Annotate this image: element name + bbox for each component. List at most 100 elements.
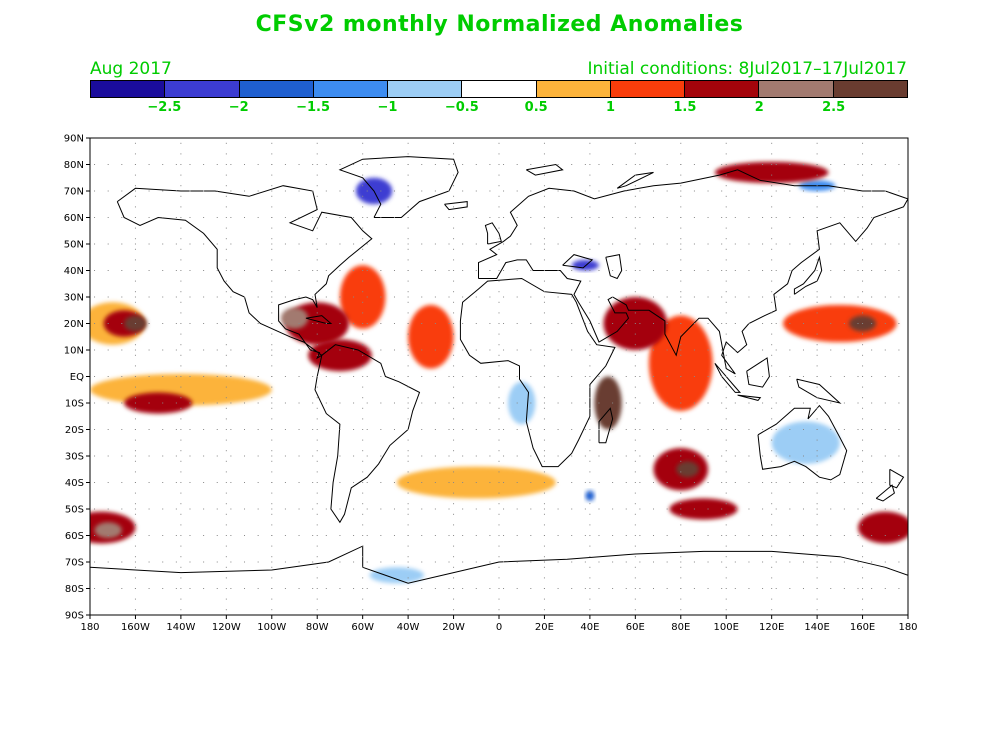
grid-dot [271, 492, 273, 494]
grid-dot [802, 323, 804, 324]
grid-dot [448, 217, 450, 218]
grid-dot [244, 588, 246, 589]
grid-dot [802, 402, 804, 404]
grid-dot [175, 588, 177, 589]
grid-dot [589, 185, 591, 187]
grid-dot [271, 333, 273, 335]
grid-dot [203, 535, 205, 536]
grid-dot [775, 455, 777, 457]
grid-dot [789, 561, 791, 563]
grid-dot [634, 492, 636, 494]
grid-dot [107, 270, 109, 271]
grid-dot [434, 323, 436, 324]
grid-dot [771, 397, 773, 399]
grid-dot [589, 174, 591, 176]
grid-dot [407, 259, 409, 261]
grid-dot [407, 508, 409, 510]
grid-dot [189, 429, 191, 430]
grid-dot [312, 588, 314, 589]
grid-dot [230, 270, 232, 271]
grid-dot [434, 482, 436, 483]
grid-dot [748, 429, 750, 430]
grid-dot [830, 323, 832, 324]
grid-dot [634, 524, 636, 526]
grid-dot [816, 333, 818, 335]
grid-dot [393, 429, 395, 430]
grid-dot [612, 508, 614, 510]
grid-dot [453, 566, 455, 568]
grid-dot [884, 561, 886, 563]
grid-dot [898, 323, 900, 324]
grid-dot [589, 291, 591, 293]
grid-dot [498, 174, 500, 176]
grid-dot [407, 386, 409, 388]
grid-dot [612, 190, 614, 192]
grid-dot [325, 323, 327, 324]
grid-dot [489, 190, 491, 192]
grid-dot [216, 217, 218, 218]
grid-dot [462, 190, 464, 192]
grid-dot [634, 206, 636, 208]
grid-dot [380, 561, 382, 563]
grid-dot [407, 429, 409, 430]
grid-dot [225, 280, 227, 282]
anomaly-region [594, 376, 622, 430]
grid-dot [634, 333, 636, 335]
grid-dot [180, 312, 182, 314]
anomaly-region [280, 307, 309, 329]
grid-dot [680, 142, 682, 144]
grid-dot [543, 407, 545, 409]
grid-dot [475, 508, 477, 510]
grid-dot [680, 535, 682, 536]
grid-dot [107, 561, 109, 563]
grid-dot [94, 588, 96, 589]
grid-dot [802, 535, 804, 536]
grid-dot [543, 349, 545, 351]
grid-dot [734, 429, 736, 430]
grid-dot [134, 429, 136, 430]
grid-dot [362, 354, 364, 356]
grid-dot [725, 227, 727, 229]
grid-dot [94, 243, 96, 245]
grid-dot [421, 164, 423, 165]
grid-dot [498, 609, 500, 611]
grid-dot [584, 270, 586, 271]
grid-dot [571, 270, 573, 271]
grid-dot [816, 259, 818, 261]
grid-dot [725, 365, 727, 367]
lon-label: 100W [257, 622, 286, 633]
grid-dot [175, 164, 177, 165]
grid-dot [407, 238, 409, 240]
grid-dot [189, 455, 191, 457]
grid-dot [448, 561, 450, 563]
grid-dot [571, 508, 573, 510]
grid-dot [634, 153, 636, 155]
grid-dot [271, 323, 273, 324]
grid-dot [325, 164, 327, 165]
grid-dot [680, 407, 682, 409]
grid-dot [148, 217, 150, 218]
grid-dot [271, 365, 273, 367]
grid-dot [634, 577, 636, 579]
anomaly-region [408, 304, 454, 369]
grid-dot [589, 429, 591, 430]
grid-dot [625, 508, 627, 510]
grid-dot [162, 508, 164, 510]
grid-dot [516, 535, 518, 536]
grid-dot [771, 482, 773, 483]
grid-dot [693, 482, 695, 483]
grid-dot [862, 153, 864, 155]
grid-dot [802, 349, 804, 351]
grid-dot [453, 238, 455, 240]
grid-dot [148, 376, 150, 377]
grid-dot [816, 450, 818, 452]
grid-dot [203, 323, 205, 324]
grid-dot [225, 588, 227, 589]
grid-dot [107, 296, 109, 298]
grid-dot [94, 429, 96, 430]
grid-dot [453, 227, 455, 229]
grid-dot [271, 227, 273, 229]
grid-dot [680, 227, 682, 229]
grid-dot [680, 418, 682, 420]
grid-dot [789, 164, 791, 165]
